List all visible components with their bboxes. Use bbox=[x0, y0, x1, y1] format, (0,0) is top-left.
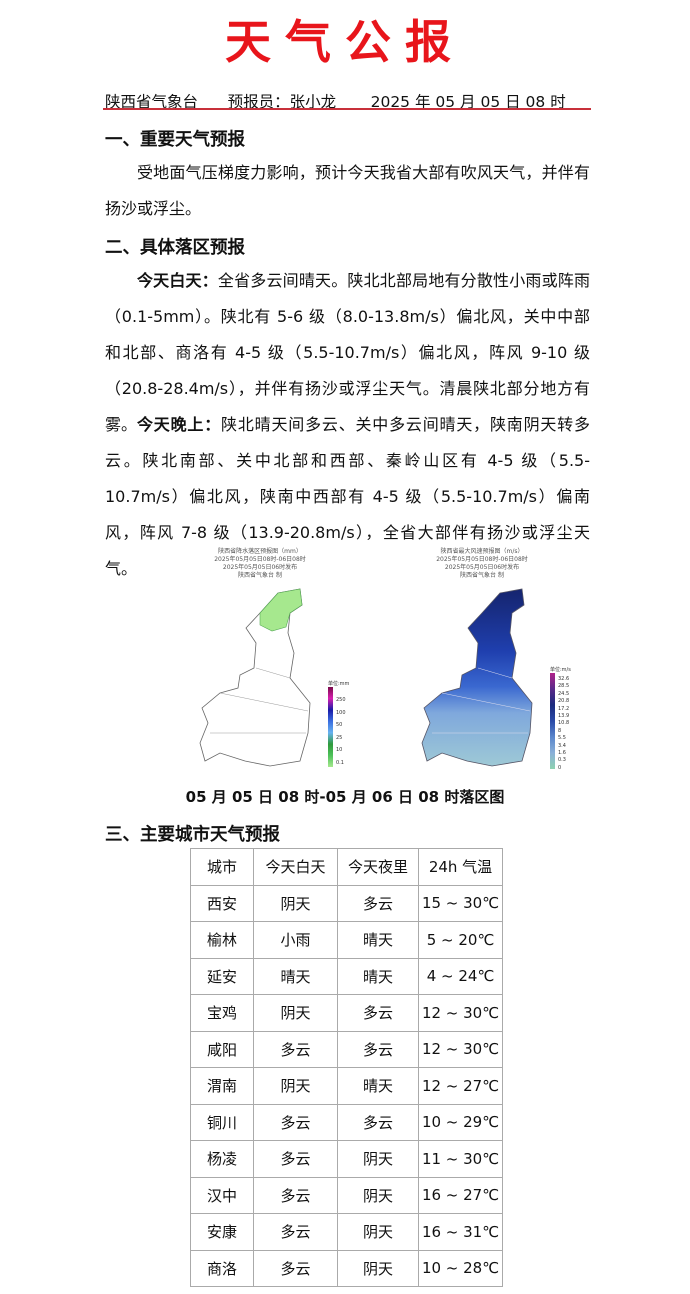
rain-forecast-map: 陕西省降水落区预报图（mm） 2025年05月05日08时-06日08时 202… bbox=[160, 548, 360, 773]
rain-map-period: 2025年05月05日08时-06日08时 bbox=[214, 556, 306, 563]
header-rule bbox=[103, 108, 591, 110]
table-cell: 汉中 bbox=[190, 1176, 254, 1214]
table-cell: 多云 bbox=[337, 994, 419, 1032]
table-cell: 商洛 bbox=[190, 1249, 254, 1287]
table-cell: 多云 bbox=[253, 1140, 338, 1178]
wind-map-period: 2025年05月05日08时-06日08时 bbox=[436, 556, 528, 563]
table-cell: 晴天 bbox=[337, 957, 419, 995]
table-cell: 5 ~ 20℃ bbox=[418, 921, 503, 959]
rain-legend-labels: 250 100 50 25 10 0.1 bbox=[336, 697, 346, 766]
table-cell: 晴天 bbox=[253, 957, 338, 995]
wind-map-title: 陕西省最大风速预报图（m/s） bbox=[440, 548, 524, 555]
section3-heading: 三、主要城市天气预报 bbox=[105, 825, 280, 845]
table-cell: 阴天 bbox=[337, 1140, 419, 1178]
table-cell: 城市 bbox=[190, 848, 254, 886]
table-cell: 晴天 bbox=[337, 1067, 419, 1105]
table-cell: 铜川 bbox=[190, 1103, 254, 1141]
table-cell: 多云 bbox=[337, 1103, 419, 1141]
table-cell: 今天白天 bbox=[253, 848, 338, 886]
table-cell: 多云 bbox=[337, 884, 419, 922]
table-cell: 15 ~ 30℃ bbox=[418, 884, 503, 922]
table-cell: 阴天 bbox=[253, 884, 338, 922]
table-cell: 阴天 bbox=[253, 994, 338, 1032]
table-row: 铜川 多云 多云 10 ~ 29℃ bbox=[190, 1103, 503, 1141]
table-row: 榆林 小雨 晴天 5 ~ 20℃ bbox=[190, 921, 503, 959]
rain-area bbox=[259, 588, 303, 632]
table-cell: 西安 bbox=[190, 884, 254, 922]
table-row: 杨凌 多云 阴天 11 ~ 30℃ bbox=[190, 1140, 503, 1178]
table-cell: 榆林 bbox=[190, 921, 254, 959]
table-cell: 多云 bbox=[253, 1030, 338, 1068]
issue-time: 2025 年 05 月 05 日 08 时 bbox=[370, 93, 566, 111]
table-row: 宝鸡 阴天 多云 12 ~ 30℃ bbox=[190, 994, 503, 1032]
table-cell: 宝鸡 bbox=[190, 994, 254, 1032]
agency: 陕西省气象台 bbox=[105, 93, 199, 111]
rain-legend-title: 单位:mm bbox=[328, 681, 350, 687]
section2-heading: 二、具体落区预报 bbox=[105, 238, 245, 258]
table-row: 延安 晴天 晴天 4 ~ 24℃ bbox=[190, 957, 503, 995]
rain-map-graphic bbox=[199, 588, 311, 767]
wind-map-maker: 陕西省气象台 制 bbox=[460, 572, 504, 579]
table-cell: 12 ~ 27℃ bbox=[418, 1067, 503, 1105]
table-cell: 多云 bbox=[253, 1249, 338, 1287]
table-cell: 延安 bbox=[190, 957, 254, 995]
section1-text: 受地面气压梯度力影响，预计今天我省大部有吹风天气，并伴有扬沙或浮尘。 bbox=[105, 163, 590, 218]
table-row: 安康 多云 阴天 16 ~ 31℃ bbox=[190, 1213, 503, 1251]
table-cell: 咸阳 bbox=[190, 1030, 254, 1068]
table-cell: 晴天 bbox=[337, 921, 419, 959]
table-cell: 阴天 bbox=[253, 1067, 338, 1105]
city-forecast-table: 城市 今天白天 今天夜里 24h 气温 西安 阴天 多云 15 ~ 30℃ 榆林 小雨 晴天 5 ~ … bbox=[190, 848, 503, 1287]
table-cell: 12 ~ 30℃ bbox=[418, 1030, 503, 1068]
table-cell: 小雨 bbox=[253, 921, 338, 959]
table-row: 渭南 阴天 晴天 12 ~ 27℃ bbox=[190, 1067, 503, 1105]
table-header-row: 城市 今天白天 今天夜里 24h 气温 bbox=[190, 848, 503, 886]
table-row: 商洛 多云 阴天 10 ~ 28℃ bbox=[190, 1249, 503, 1287]
wind-map-graphic bbox=[421, 588, 533, 767]
shaanxi-outline bbox=[199, 588, 311, 767]
rain-map-title: 陕西省降水落区预报图（mm） bbox=[218, 548, 302, 555]
table-cell: 杨凌 bbox=[190, 1140, 254, 1178]
wind-legend-labels: 32.6 28.5 24.5 20.8 17.2 13.9 10.8 8 5.5 3.4 1.6 0.… bbox=[558, 676, 570, 771]
table-row: 咸阳 多云 多云 12 ~ 30℃ bbox=[190, 1030, 503, 1068]
table-cell: 多云 bbox=[337, 1030, 419, 1068]
rain-map-maker: 陕西省气象台 制 bbox=[238, 572, 282, 579]
table-row: 汉中 多云 阴天 16 ~ 27℃ bbox=[190, 1176, 503, 1214]
table-cell: 阴天 bbox=[337, 1213, 419, 1251]
wind-legend-bar bbox=[550, 673, 555, 769]
table-cell: 渭南 bbox=[190, 1067, 254, 1105]
wind-legend-title: 单位:m/s bbox=[550, 667, 571, 673]
night-text: 陕北晴天间多云、关中多云间晴天，陕南阴天转多云。陕北南部、关中北部和西部、秦岭山… bbox=[105, 415, 590, 578]
table-cell: 12 ~ 30℃ bbox=[418, 994, 503, 1032]
day-label: 今天白天： bbox=[137, 271, 218, 290]
table-cell: 4 ~ 24℃ bbox=[418, 957, 503, 995]
table-cell: 阴天 bbox=[337, 1249, 419, 1287]
table-cell: 今天夜里 bbox=[337, 848, 419, 886]
section1-heading: 一、重要天气预报 bbox=[105, 130, 245, 150]
table-cell: 16 ~ 27℃ bbox=[418, 1176, 503, 1214]
table-cell: 10 ~ 28℃ bbox=[418, 1249, 503, 1287]
forecaster: 预报员：张小龙 bbox=[227, 93, 337, 111]
page-title: 天气公报 bbox=[225, 15, 465, 69]
bulletin-header: 陕西省气象台 预报员：张小龙 2025 年 05 月 05 日 08 时 bbox=[105, 90, 566, 112]
table-cell: 多云 bbox=[253, 1176, 338, 1214]
night-forecast: 今天晚上：陕北晴天间多云、关中多云间晴天，陕南阴天转多云。陕北南部、关中北部和西… bbox=[105, 407, 590, 587]
day-text: 全省多云间晴天。陕北北部局地有分散性小雨或阵雨（0.1-5mm）。陕北有 5-6… bbox=[105, 271, 590, 434]
table-cell: 多云 bbox=[253, 1103, 338, 1141]
rain-map-issued: 2025年05月05日06时发布 bbox=[222, 564, 298, 571]
table-row: 西安 阴天 多云 15 ~ 30℃ bbox=[190, 884, 503, 922]
map-caption: 05 月 05 日 08 时-05 月 06 日 08 时落区图 bbox=[185, 788, 505, 806]
day-forecast: 今天白天：全省多云间晴天。陕北北部局地有分散性小雨或阵雨（0.1-5mm）。陕北… bbox=[105, 263, 590, 443]
table-cell: 16 ~ 31℃ bbox=[418, 1213, 503, 1251]
table-cell: 阴天 bbox=[337, 1176, 419, 1214]
wind-forecast-map: 陕西省最大风速预报图（m/s） 2025年05月05日08时-06日08时 20… bbox=[382, 548, 582, 773]
table-cell: 24h 气温 bbox=[418, 848, 503, 886]
table-cell: 多云 bbox=[253, 1213, 338, 1251]
shaanxi-wind-field bbox=[421, 588, 533, 767]
rain-legend-bar bbox=[328, 687, 333, 767]
table-cell: 11 ~ 30℃ bbox=[418, 1140, 503, 1178]
table-cell: 10 ~ 29℃ bbox=[418, 1103, 503, 1141]
wind-map-issued: 2025年05月05日06时发布 bbox=[444, 564, 520, 571]
night-label: 今天晚上： bbox=[137, 415, 222, 434]
table-cell: 安康 bbox=[190, 1213, 254, 1251]
